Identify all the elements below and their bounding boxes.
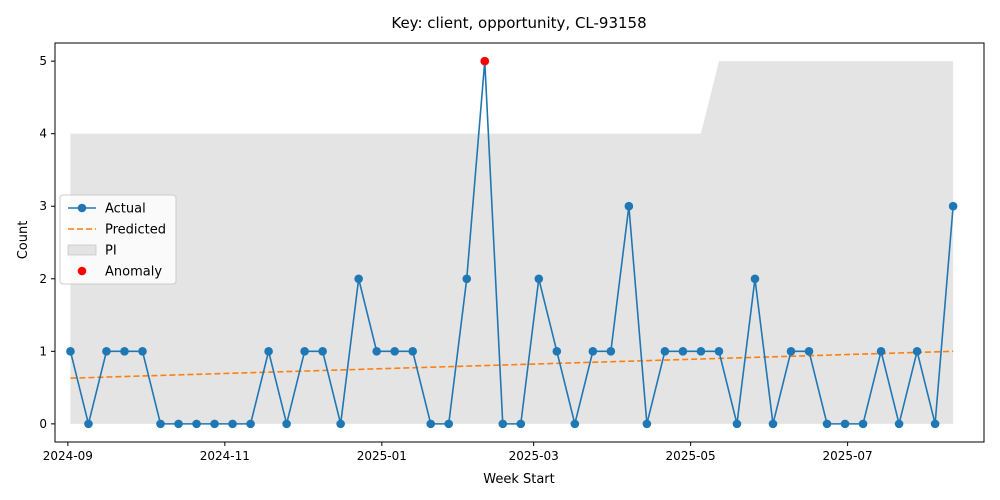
actual-point bbox=[444, 419, 454, 429]
x-tick-label: 2025-05 bbox=[666, 449, 716, 463]
actual-point bbox=[516, 419, 526, 429]
x-tick-label: 2025-03 bbox=[509, 449, 559, 463]
actual-point bbox=[66, 347, 75, 356]
actual-point bbox=[678, 347, 688, 356]
actual-point bbox=[300, 347, 309, 356]
axes: 2024-09 2024-11 2025-01 2025-03 2025-05 2025-… bbox=[39, 42, 985, 463]
x-tick-label: 2024-09 bbox=[43, 449, 93, 463]
actual-point bbox=[660, 347, 670, 356]
actual-point bbox=[210, 419, 219, 429]
y-tick-label: 3 bbox=[39, 199, 47, 213]
y-axis-label: Count bbox=[16, 221, 31, 260]
actual-point bbox=[120, 347, 129, 356]
actual-point bbox=[156, 419, 165, 429]
actual-point bbox=[750, 274, 760, 284]
actual-point bbox=[624, 201, 634, 211]
actual-point bbox=[534, 274, 544, 284]
actual-point bbox=[246, 419, 255, 429]
actual-point bbox=[552, 347, 562, 356]
actual-point bbox=[804, 347, 814, 356]
y-tick-label: 2 bbox=[39, 272, 47, 286]
actual-point bbox=[714, 347, 724, 356]
actual-point bbox=[354, 274, 363, 284]
legend-item-anomaly: Anomaly bbox=[105, 265, 162, 280]
legend-swatch-pi bbox=[67, 244, 97, 256]
actual-point bbox=[498, 419, 508, 429]
actual-point bbox=[408, 347, 418, 356]
actual-point bbox=[372, 347, 381, 356]
actual-point bbox=[930, 419, 940, 429]
actual-point bbox=[768, 419, 778, 429]
actual-point bbox=[948, 201, 958, 211]
legend-marker-actual bbox=[77, 203, 87, 213]
actual-point bbox=[786, 347, 796, 356]
actual-point bbox=[642, 419, 652, 429]
y-tick-label: 4 bbox=[39, 127, 47, 141]
actual-point bbox=[282, 419, 291, 429]
actual-point bbox=[570, 419, 580, 429]
actual-point bbox=[318, 347, 327, 356]
legend: Actual Predicted PI Anomaly bbox=[59, 194, 177, 285]
legend-item-actual: Actual bbox=[105, 202, 146, 217]
actual-point bbox=[336, 419, 345, 429]
actual-point bbox=[588, 347, 598, 356]
legend-item-predicted: Predicted bbox=[105, 223, 166, 238]
actual-point bbox=[876, 347, 886, 356]
plot-frame bbox=[54, 42, 985, 443]
actual-point bbox=[192, 419, 201, 429]
actual-point bbox=[174, 419, 183, 429]
x-tick-label: 2024-11 bbox=[200, 449, 250, 463]
chart-title: Key: client, opportunity, CL-93158 bbox=[391, 14, 646, 32]
actual-point bbox=[102, 347, 111, 356]
actual-point bbox=[912, 347, 922, 356]
legend-box bbox=[59, 194, 177, 285]
actual-point bbox=[426, 419, 436, 429]
legend-swatch-anomaly bbox=[77, 266, 87, 276]
y-tick-label: 1 bbox=[39, 344, 47, 358]
actual-point bbox=[696, 347, 706, 356]
actual-point bbox=[732, 419, 742, 429]
plot-area bbox=[66, 56, 958, 429]
actual-point bbox=[390, 347, 399, 356]
actual-point bbox=[606, 347, 616, 356]
actual-point bbox=[138, 347, 147, 356]
pi-band bbox=[70, 61, 954, 424]
actual-point bbox=[264, 347, 273, 356]
actual-point bbox=[894, 419, 904, 429]
x-tick-label: 2025-07 bbox=[823, 449, 873, 463]
actual-point bbox=[228, 419, 237, 429]
actual-point bbox=[462, 274, 472, 284]
legend-item-pi: PI bbox=[105, 244, 117, 259]
anomaly-point bbox=[480, 56, 490, 66]
actual-point bbox=[84, 419, 93, 429]
x-tick-label: 2025-01 bbox=[357, 449, 407, 463]
y-tick-label: 0 bbox=[39, 417, 47, 431]
actual-point bbox=[822, 419, 832, 429]
x-axis-label: Week Start bbox=[483, 472, 555, 487]
predicted-line bbox=[70, 350, 954, 379]
actual-point bbox=[858, 419, 868, 429]
actual-point bbox=[840, 419, 850, 429]
y-tick-label: 5 bbox=[39, 54, 47, 68]
